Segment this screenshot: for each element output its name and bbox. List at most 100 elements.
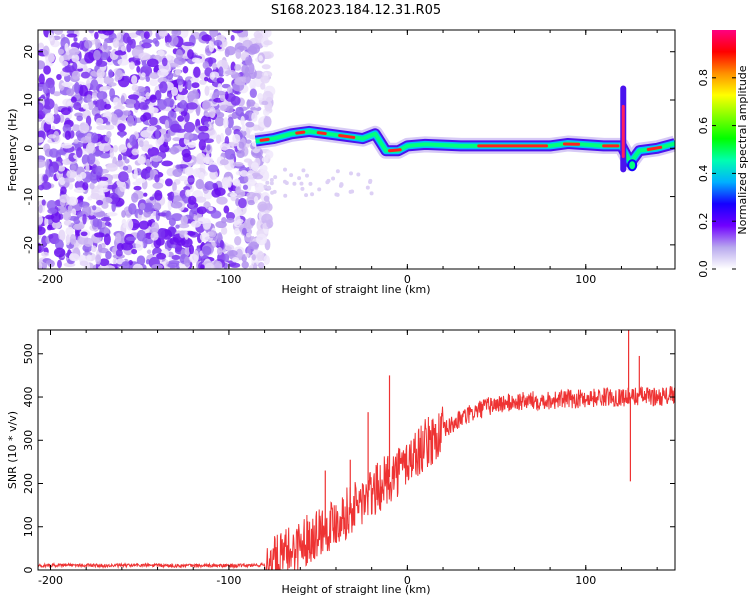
- noise-blob: [59, 114, 65, 123]
- noise-blob: [120, 45, 126, 52]
- noise-blob: [229, 262, 241, 268]
- noise-blob: [202, 99, 212, 112]
- noise-blob: [283, 193, 288, 198]
- noise-blob: [60, 142, 73, 149]
- noise-blob: [183, 132, 194, 140]
- noise-blob: [148, 105, 155, 114]
- noise-blob: [70, 164, 77, 171]
- x-tick-label: -200: [38, 273, 63, 286]
- noise-blob: [41, 199, 46, 206]
- noise-blob: [249, 88, 257, 98]
- noise-blob: [58, 48, 65, 55]
- noise-blob: [48, 234, 54, 239]
- noise-blob: [190, 220, 201, 228]
- noise-blob: [76, 115, 83, 122]
- noise-blob: [263, 195, 270, 202]
- noise-blob: [202, 61, 210, 70]
- noise-blob: [62, 211, 72, 221]
- noise-blob: [326, 178, 331, 183]
- noise-blob: [58, 229, 66, 242]
- noise-blob: [155, 209, 161, 222]
- noise-blob: [112, 38, 120, 48]
- noise-blob: [87, 99, 94, 111]
- noise-blob: [263, 184, 268, 189]
- noise-blob: [61, 158, 72, 166]
- noise-blob: [38, 226, 46, 235]
- noise-blob: [265, 180, 270, 185]
- noise-blob: [103, 265, 116, 269]
- noise-blob: [93, 49, 101, 61]
- noise-blob: [133, 60, 141, 66]
- ridge-hot-segment: [646, 145, 663, 151]
- colorbar-tick-label: 0.0: [697, 260, 710, 278]
- noise-blob: [265, 150, 274, 159]
- noise-blob: [212, 182, 218, 189]
- noise-blob: [157, 228, 166, 240]
- noise-blob: [247, 46, 258, 55]
- noise-blob: [207, 164, 219, 173]
- noise-blob: [219, 143, 231, 151]
- noise-blob: [99, 143, 111, 152]
- noise-blob: [38, 60, 46, 70]
- noise-blob: [139, 202, 146, 211]
- noise-blob: [246, 232, 252, 238]
- noise-blob: [266, 219, 274, 229]
- noise-blob: [113, 105, 125, 111]
- noise-blob: [173, 56, 186, 65]
- noise-blob: [182, 66, 189, 74]
- noise-blob: [254, 103, 260, 108]
- noise-blob: [159, 81, 168, 94]
- y-tick-label: 400: [22, 387, 35, 408]
- noise-blob: [149, 196, 155, 201]
- noise-blob: [73, 139, 79, 144]
- noise-blob: [187, 195, 197, 206]
- noise-blob: [241, 261, 249, 269]
- snr-series: [38, 330, 675, 570]
- noise-blob: [248, 62, 255, 75]
- noise-blob: [184, 245, 191, 257]
- noise-blob: [38, 137, 44, 143]
- noise-blob: [43, 65, 51, 75]
- noise-blob: [170, 123, 182, 133]
- noise-blob: [80, 231, 88, 237]
- noise-blob: [365, 185, 370, 190]
- noise-blob: [66, 88, 75, 97]
- noise-blob: [171, 213, 183, 222]
- noise-blob: [162, 133, 172, 143]
- noise-blob: [85, 162, 90, 174]
- noise-blob: [53, 103, 59, 115]
- noise-blob: [182, 41, 195, 47]
- noise-blob: [297, 176, 302, 181]
- noise-blob: [38, 159, 46, 168]
- noise-blob: [92, 205, 97, 211]
- noise-blob: [219, 159, 229, 166]
- colorbar: 0.0 0.2 0.4 0.6 0.8 Normalized spectral ampl…: [697, 30, 749, 278]
- noise-blob: [334, 192, 339, 197]
- noise-blob: [97, 180, 109, 186]
- noise-blob: [106, 130, 112, 138]
- noise-blob: [47, 32, 54, 42]
- noise-blob: [96, 90, 108, 100]
- noise-blob: [208, 206, 214, 212]
- noise-blob: [68, 48, 80, 56]
- noise-blob: [122, 223, 127, 229]
- noise-blob: [90, 79, 99, 91]
- noise-blob: [339, 182, 344, 187]
- noise-blob: [112, 144, 119, 153]
- noise-blob: [49, 166, 55, 178]
- noise-blob: [188, 244, 195, 255]
- noise-blob: [196, 206, 207, 215]
- noise-blob: [225, 211, 236, 221]
- noise-blob: [149, 169, 154, 180]
- noise-blob: [125, 99, 137, 105]
- colorbar-tick-label: 0.8: [697, 69, 710, 87]
- noise-blob: [94, 232, 105, 238]
- noise-blob: [234, 189, 246, 198]
- noise-blob: [163, 97, 175, 107]
- noise-blob: [145, 92, 151, 100]
- noise-blob: [230, 95, 241, 106]
- noise-blob: [56, 73, 62, 80]
- noise-blob: [204, 85, 210, 96]
- noise-blob: [248, 241, 259, 250]
